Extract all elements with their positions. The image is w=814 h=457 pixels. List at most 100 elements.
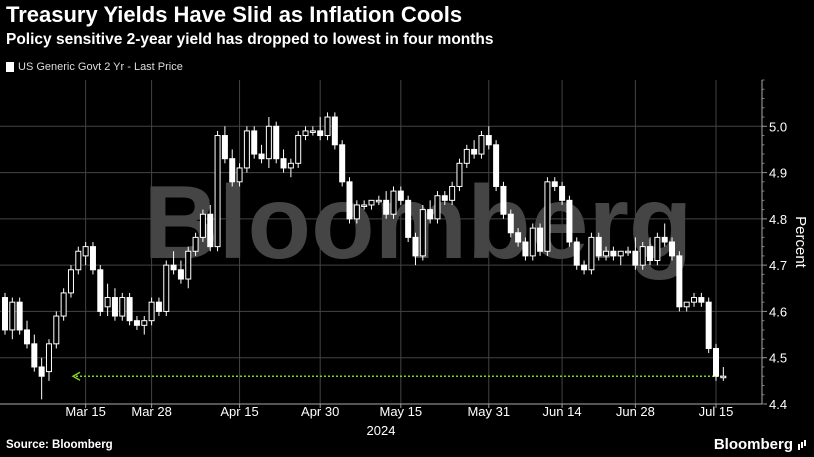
source-note: Source: Bloomberg — [6, 439, 113, 451]
last-price-arrow — [71, 371, 81, 381]
candle-body — [148, 301, 155, 322]
candle-body — [485, 135, 492, 146]
candle-body — [155, 301, 162, 312]
candle-body — [251, 130, 258, 155]
candle-body — [16, 301, 23, 331]
candle-body — [383, 199, 390, 215]
candle-body — [346, 181, 353, 220]
y-tick-label: 4.7 — [769, 258, 787, 273]
chart-subtitle: Policy sensitive 2-year yield has droppe… — [6, 31, 494, 48]
candle-body — [280, 158, 287, 169]
x-tick-label: Jul 15 — [699, 404, 734, 419]
x-tick-label: Jun 14 — [543, 404, 582, 419]
y-tick-label: 4.9 — [769, 166, 787, 181]
candle-body — [463, 148, 470, 164]
candle-body — [412, 236, 419, 257]
candle-body — [23, 329, 30, 345]
candle-body — [368, 199, 375, 206]
x-axis-label: 2024 — [367, 423, 396, 438]
candle-body — [97, 269, 104, 312]
candle-body — [654, 236, 661, 262]
candle-body — [551, 181, 558, 187]
candle-body — [603, 250, 610, 257]
candle-body — [698, 297, 705, 303]
x-tick-label: Jun 28 — [616, 404, 655, 419]
chart-title: Treasury Yields Have Slid as Inflation C… — [6, 2, 463, 27]
candle-body — [639, 246, 646, 266]
candle-body — [141, 320, 148, 326]
candle-body — [119, 297, 126, 317]
candle-body — [133, 320, 140, 326]
candle-body — [471, 148, 478, 155]
candle-body — [309, 130, 316, 133]
candle-body — [45, 343, 52, 373]
x-tick-label: May 15 — [379, 404, 422, 419]
candle-body — [493, 144, 500, 187]
x-tick-label: Mar 28 — [131, 404, 171, 419]
y-tick-label: 4.8 — [769, 212, 787, 227]
candle-body — [302, 130, 309, 137]
candle-body — [273, 125, 280, 160]
y-tick-label: 4.6 — [769, 304, 787, 319]
candle-body — [669, 241, 676, 257]
candle-body — [229, 158, 236, 183]
candle-body — [75, 250, 82, 271]
candle-body — [324, 116, 331, 137]
candle-body — [9, 301, 16, 331]
candle-body — [207, 213, 214, 248]
candle-body — [177, 269, 184, 280]
candle-body — [713, 347, 720, 377]
candle-body — [185, 250, 192, 280]
candle-body — [126, 297, 133, 322]
candle-body — [507, 213, 514, 234]
candle-body — [522, 241, 529, 257]
candle-body — [67, 269, 74, 294]
candle-body — [676, 255, 683, 308]
candle-body — [625, 250, 632, 254]
candle-body — [104, 297, 111, 308]
candle-body — [610, 250, 617, 257]
candle-body — [199, 213, 206, 238]
x-tick-label: May 31 — [467, 404, 510, 419]
candle-body — [258, 153, 265, 160]
candle-body — [720, 375, 727, 379]
candle-body — [111, 297, 118, 317]
candle-body — [683, 301, 690, 308]
candle-body — [573, 241, 580, 266]
candle-body — [449, 185, 456, 201]
candle-body — [192, 236, 199, 252]
candle-body — [397, 190, 404, 201]
candle-body — [38, 366, 45, 377]
candle-body — [617, 250, 624, 257]
candle-body — [339, 144, 346, 183]
candle-body — [353, 204, 360, 220]
candle-body — [566, 199, 573, 243]
candle-body — [595, 236, 602, 257]
candle-body — [441, 195, 448, 201]
candle-body — [361, 204, 368, 207]
candle-body — [515, 232, 522, 243]
brand-label: Bloomberg — [713, 436, 793, 453]
legend-label: US Generic Govt 2 Yr - Last Price — [18, 61, 183, 73]
candle-body — [405, 199, 412, 238]
candle-body — [427, 209, 434, 220]
candle-body — [500, 185, 507, 215]
brand-logo: Bloomberg — [714, 436, 808, 453]
candle-body — [537, 227, 544, 252]
candle-body — [647, 246, 654, 262]
candle-body — [375, 199, 382, 203]
bar-chart-icon — [798, 439, 808, 450]
x-tick-label: Mar 15 — [65, 404, 105, 419]
y-tick-label: 5.0 — [769, 119, 787, 134]
candle-body — [559, 185, 566, 201]
candle-body — [317, 130, 324, 137]
candle-body — [544, 181, 551, 252]
candle-body — [390, 190, 397, 215]
candle-body — [588, 236, 595, 271]
candle-body — [60, 292, 67, 317]
x-tick-label: Apr 15 — [220, 404, 258, 419]
candle-body — [214, 135, 221, 248]
candle-body — [419, 209, 426, 257]
candle-body — [661, 236, 668, 243]
